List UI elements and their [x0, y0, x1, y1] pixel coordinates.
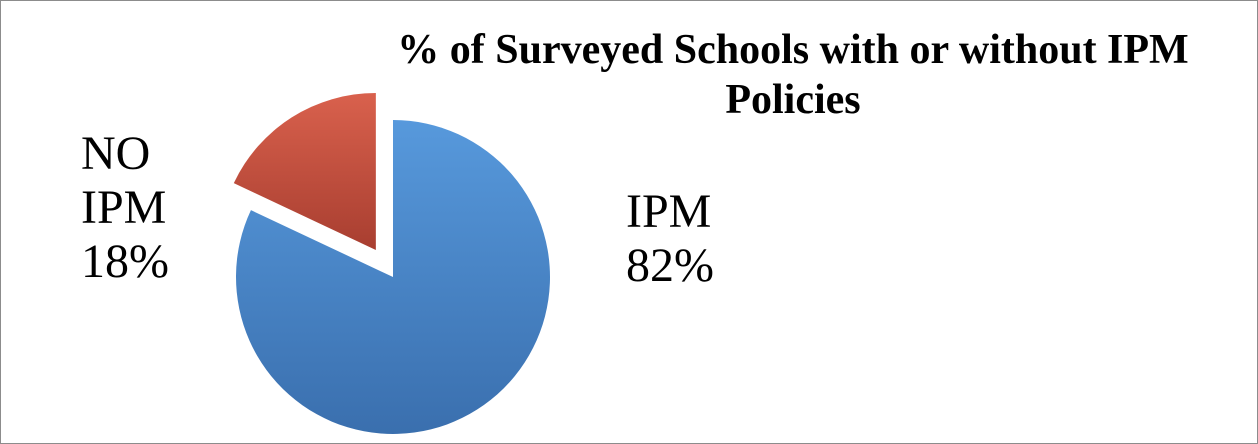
slice-label-ipm: IPM 82%: [626, 185, 714, 293]
slice-label-ipm-line-1: IPM: [626, 185, 712, 238]
pie-slice-no-ipm: [233, 92, 376, 250]
slice-label-no-ipm: NO IPM 18%: [81, 127, 169, 289]
slice-label-no-ipm-line-1: NO: [81, 127, 151, 180]
slice-label-ipm-line-2: 82%: [626, 239, 714, 292]
slice-label-no-ipm-line-3: 18%: [81, 235, 169, 288]
pie-slice-ipm: [236, 120, 550, 435]
chart-title-line-1: % of Surveyed Schools with or without IP…: [397, 27, 1189, 73]
chart-title-line-2: Policies: [725, 77, 861, 123]
slice-label-no-ipm-line-2: IPM: [81, 181, 167, 234]
chart-title: % of Surveyed Schools with or without IP…: [331, 25, 1255, 125]
